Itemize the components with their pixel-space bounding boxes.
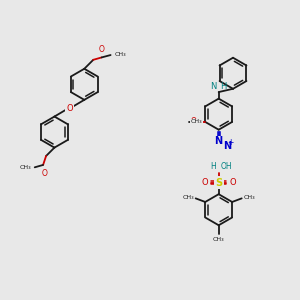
Text: CH₃: CH₃ (213, 237, 224, 242)
Text: CH₃: CH₃ (114, 52, 126, 57)
Text: N: N (214, 136, 223, 146)
Text: O: O (66, 104, 73, 113)
Text: O: O (42, 169, 47, 178)
Text: S: S (215, 178, 222, 188)
Text: CH₃: CH₃ (243, 195, 255, 200)
Text: CH₃: CH₃ (20, 165, 31, 170)
Text: H: H (220, 82, 226, 91)
Text: CH₃: CH₃ (190, 119, 202, 124)
Text: O: O (190, 117, 196, 126)
Text: O: O (230, 178, 236, 187)
Text: H: H (211, 162, 216, 171)
Text: OH: OH (220, 162, 232, 171)
Text: N: N (211, 82, 217, 91)
Text: O: O (99, 44, 105, 53)
Text: CH₃: CH₃ (183, 195, 194, 200)
Text: N: N (223, 140, 231, 151)
Text: +: + (227, 138, 233, 147)
Text: O: O (201, 178, 208, 187)
